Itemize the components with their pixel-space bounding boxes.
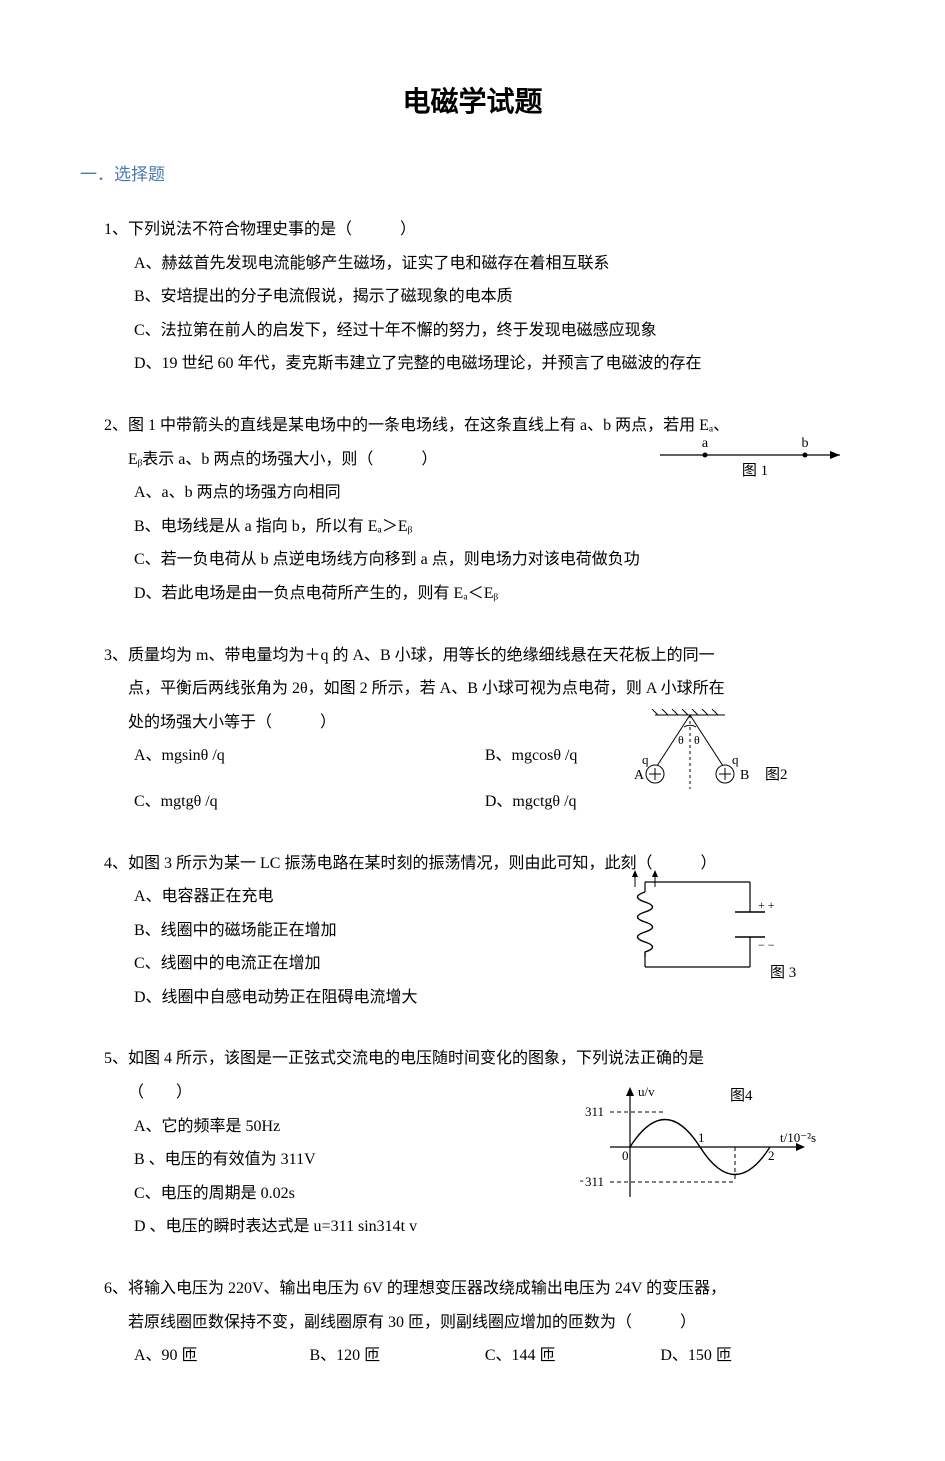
svg-text:311: 311	[585, 1104, 604, 1119]
figure-4: u/v t/10⁻²s 311 －311 0 1 2 图4	[580, 1082, 830, 1212]
q4-option-c: C、线圈中的电流正在增加	[104, 947, 561, 981]
figure-1: a b 图 1	[655, 435, 855, 485]
svg-text:θ: θ	[678, 733, 684, 747]
svg-text:0: 0	[622, 1148, 629, 1163]
svg-text:θ: θ	[694, 733, 700, 747]
svg-text:t/10⁻²s: t/10⁻²s	[780, 1130, 816, 1145]
svg-text:图2: 图2	[765, 766, 788, 783]
svg-text:u/v: u/v	[638, 1084, 655, 1099]
svg-text:2: 2	[768, 1148, 775, 1163]
q2-stem2: Eᵦ表示 a、b 两点的场强大小，则（ ）	[104, 443, 561, 477]
figure-2-svg: q q A B θ θ 图2	[620, 709, 800, 799]
svg-text:－311: －311	[580, 1174, 604, 1189]
q2-option-d: D、若此电场是由一负点电荷所产生的，则有 Eₐ＜Eᵦ	[104, 577, 865, 611]
q1-option-c: C、法拉第在前人的启发下，经过十年不懈的努力，终于发现电磁感应现象	[104, 314, 865, 348]
svg-text:q: q	[732, 752, 739, 767]
page-title: 电磁学试题	[80, 80, 865, 120]
q1-stem: 1、下列说法不符合物理史事的是（ ）	[104, 213, 865, 247]
svg-text:q: q	[642, 752, 649, 767]
q3-option-a: A、mgsinθ /q	[134, 739, 485, 773]
q3-stem2: 点，平衡后两线张角为 2θ，如图 2 所示，若 A、B 小球可视为点电荷，则 A…	[104, 672, 865, 706]
q2-option-b: B、电场线是从 a 指向 b，所以有 Eₐ＞Eᵦ	[104, 510, 561, 544]
svg-text:图4: 图4	[730, 1087, 753, 1104]
q6-option-c: C、144 匝	[485, 1339, 660, 1373]
svg-text:图 3: 图 3	[770, 964, 796, 981]
q1-option-a: A、赫兹首先发现电流能够产生磁场，证实了电和磁存在着相互联系	[104, 247, 865, 281]
section-heading: 一．选择题	[80, 160, 865, 185]
svg-text:B: B	[740, 768, 749, 783]
q5-option-a: A、它的频率是 50Hz	[104, 1110, 561, 1144]
q5-stem1: 5、如图 4 所示，该图是一正弦式交流电的电压随时间变化的图象，下列说法正确的是	[104, 1042, 865, 1076]
q6-option-d: D、150 匝	[660, 1339, 835, 1373]
question-4: 4、如图 3 所示为某一 LC 振荡电路在某时刻的振荡情况，则由此可知，此刻（ …	[80, 847, 865, 1015]
q5-option-d: D 、电压的瞬时表达式是 u=311 sin314t v	[104, 1210, 865, 1244]
svg-text:1: 1	[698, 1130, 705, 1145]
question-2: 2、图 1 中带箭头的直线是某电场中的一条电场线，在这条直线上有 a、b 两点，…	[80, 409, 865, 611]
figure-3-svg: + + − − 图 3	[610, 867, 810, 987]
q5-option-c: C、电压的周期是 0.02s	[104, 1177, 561, 1211]
svg-text:图 1: 图 1	[742, 462, 768, 479]
q4-option-b: B、线圈中的磁场能正在增加	[104, 914, 561, 948]
figure-1-svg: a b 图 1	[655, 435, 855, 485]
question-3: 3、质量均为 m、带电量均为＋q 的 A、B 小球，用等长的绝缘细线悬在天花板上…	[80, 639, 865, 819]
q3-option-c: C、mgtgθ /q	[134, 785, 485, 819]
question-1: 1、下列说法不符合物理史事的是（ ） A、赫兹首先发现电流能够产生磁场，证实了电…	[80, 213, 865, 381]
svg-text:− −: − −	[758, 938, 775, 952]
q2-option-c: C、若一负电荷从 b 点逆电场线方向移到 a 点，则电场力对该电荷做负功	[104, 543, 865, 577]
q1-option-d: D、19 世纪 60 年代，麦克斯韦建立了完整的电磁场理论，并预言了电磁波的存在	[104, 347, 865, 381]
q6-option-a: A、90 匝	[134, 1339, 309, 1373]
svg-text:a: a	[702, 436, 709, 451]
svg-text:+ +: + +	[758, 898, 775, 912]
question-5: 5、如图 4 所示，该图是一正弦式交流电的电压随时间变化的图象，下列说法正确的是…	[80, 1042, 865, 1244]
q6-option-b: B、120 匝	[309, 1339, 484, 1373]
q4-option-a: A、电容器正在充电	[104, 880, 561, 914]
svg-text:A: A	[634, 768, 645, 783]
q5-option-b: B 、电压的有效值为 311V	[104, 1143, 561, 1177]
q2-option-a: A、a、b 两点的场强方向相同	[104, 476, 561, 510]
question-6: 6、将输入电压为 220V、输出电压为 6V 的理想变压器改绕成输出电压为 24…	[80, 1272, 865, 1373]
q6-stem2: 若原线圈匝数保持不变，副线圈原有 30 匝，则副线圈应增加的匝数为（ ）	[104, 1306, 865, 1340]
q6-stem1: 6、将输入电压为 220V、输出电压为 6V 的理想变压器改绕成输出电压为 24…	[104, 1272, 865, 1306]
figure-3: + + − − 图 3	[610, 867, 810, 987]
q4-option-d: D、线圈中自感电动势正在阻碍电流增大	[104, 981, 561, 1015]
q3-stem1: 3、质量均为 m、带电量均为＋q 的 A、B 小球，用等长的绝缘细线悬在天花板上…	[104, 639, 865, 673]
figure-2: q q A B θ θ 图2	[620, 709, 800, 799]
figure-4-svg: u/v t/10⁻²s 311 －311 0 1 2 图4	[580, 1082, 830, 1212]
q1-option-b: B、安培提出的分子电流假说，揭示了磁现象的电本质	[104, 280, 865, 314]
svg-text:b: b	[802, 436, 809, 451]
